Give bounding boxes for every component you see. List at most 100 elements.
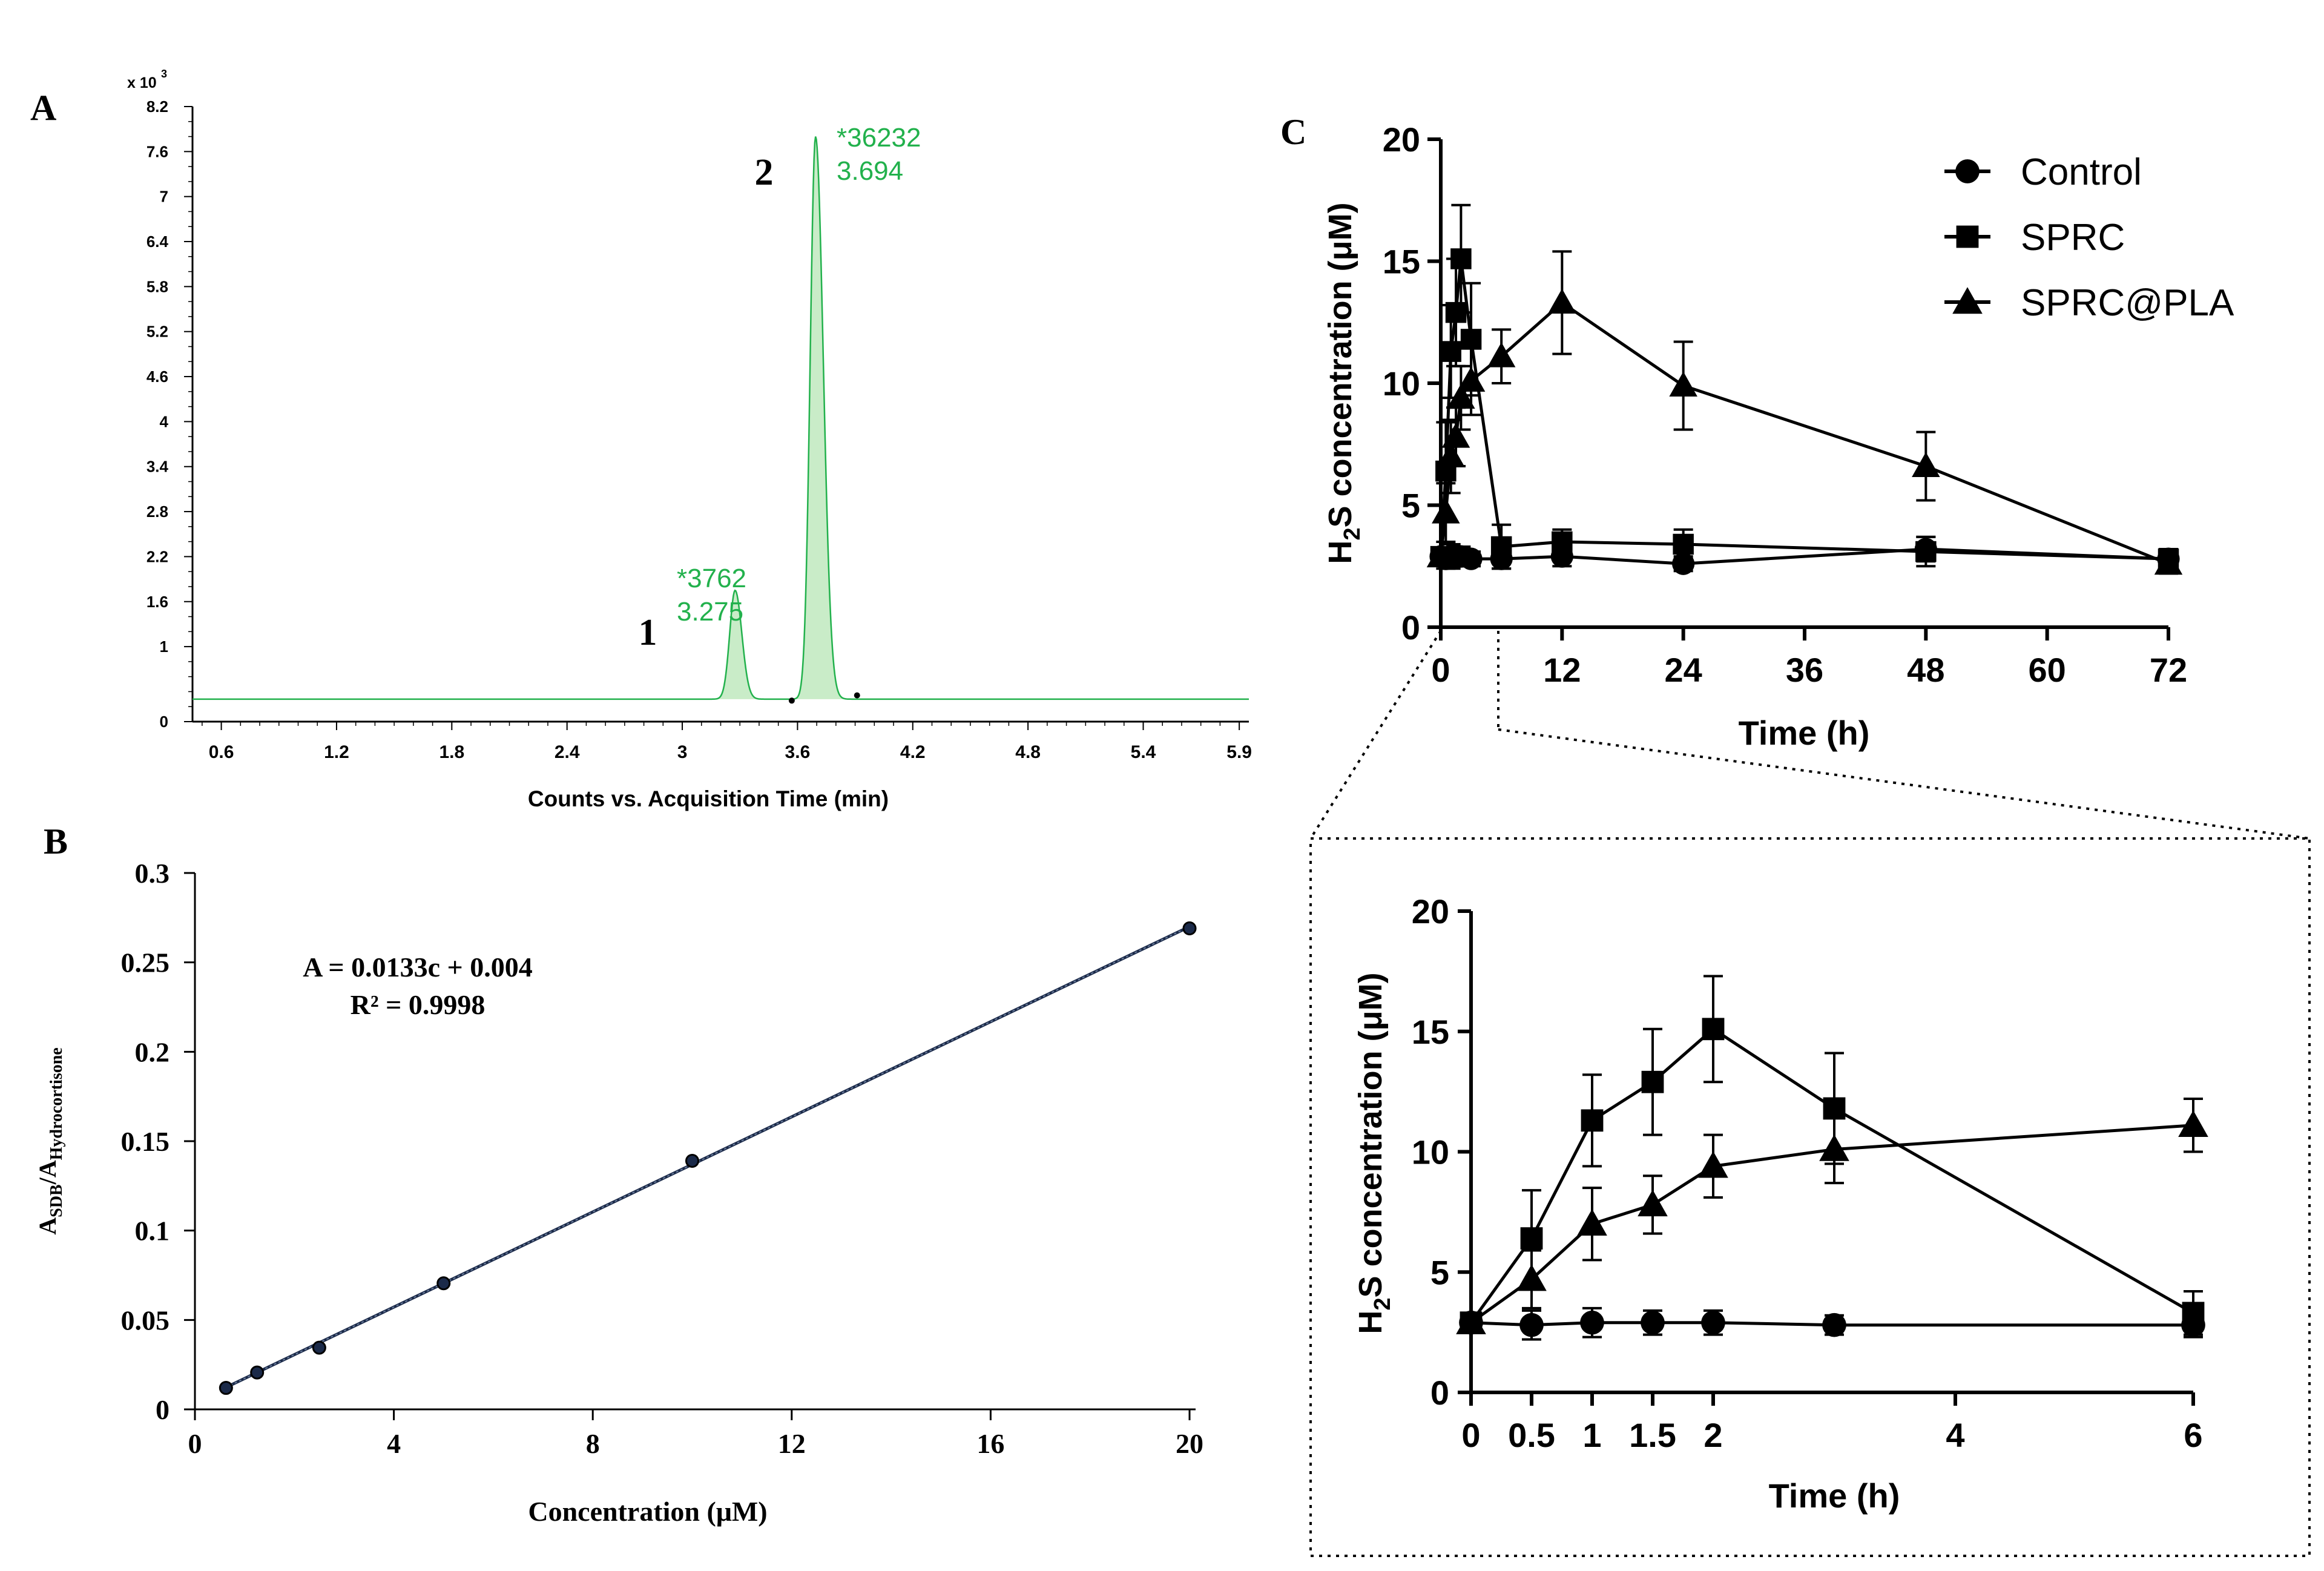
- marker-sprc-pla: [1548, 288, 1576, 314]
- c-x-tick-label: 36: [1786, 651, 1823, 689]
- legend-marker-sprc-pla: [1952, 287, 1983, 314]
- a-y-tick-label: 7.6: [146, 142, 168, 160]
- inset-y-label: H2S concentration (μM): [1352, 972, 1395, 1334]
- a-y-tick-label: 8.2: [146, 97, 168, 116]
- c-x-label: Time (h): [1739, 714, 1870, 752]
- peak-rt-label-2: 3.694: [837, 156, 903, 186]
- marker-sprc-pla: [2178, 1110, 2208, 1137]
- b-x-tick-label: 20: [1176, 1428, 1203, 1459]
- calibration-point: [219, 1381, 233, 1395]
- marker-sprc: [2182, 1302, 2205, 1325]
- a-x-tick-label: 3.6: [785, 742, 811, 762]
- b-y-tick-label: 0: [156, 1394, 170, 1425]
- a-y-tick-label: 4.6: [146, 367, 168, 386]
- chromatogram-trace: [193, 136, 1249, 700]
- calibration-point: [436, 1276, 451, 1291]
- marker-sprc: [1450, 248, 1472, 269]
- inset-y-tick-label: 0: [1430, 1374, 1449, 1412]
- marker-sprc-pla: [1437, 442, 1465, 467]
- c-y-label: H2S concentration (μM): [1322, 202, 1365, 564]
- a-y-tick-label: 5.2: [146, 323, 168, 341]
- peak-area-label-2: *36232: [837, 123, 921, 153]
- c-x-tick-label: 72: [2150, 651, 2187, 689]
- marker-sprc-pla: [1457, 366, 1486, 392]
- c-x-tick-label: 60: [2029, 651, 2066, 689]
- marker-sprc-pla: [1912, 452, 1940, 478]
- series-line-sprc-pla: [1439, 301, 2169, 565]
- b-y-tick-label: 0.1: [135, 1216, 170, 1247]
- legend-label-sprc-pla: SPRC@PLA: [2021, 282, 2234, 324]
- inset-x-tick-label: 6: [2184, 1416, 2202, 1454]
- regression-equation: A = 0.0133c + 0.004: [303, 952, 533, 983]
- b-x-tick-label: 16: [976, 1428, 1004, 1459]
- marker-sprc-pla: [1638, 1190, 1668, 1217]
- inset-y-label-sub: 2: [1370, 1297, 1395, 1310]
- y-multiplier: x 10: [127, 74, 157, 91]
- marker-sprc-pla: [1577, 1208, 1607, 1236]
- c-x-tick-label: 12: [1543, 651, 1581, 689]
- a-y-tick-label: 7: [160, 188, 168, 206]
- b-x-tick-label: 0: [188, 1428, 202, 1459]
- a-y-tick-label: 0: [160, 713, 168, 731]
- calibration-panel: 0 0.05 0.1 0.15 0.2 0.25 0.3 0 4 8 12 16 20 A = 0.0…: [34, 858, 1203, 1527]
- calibration-y-label-main: A: [34, 1217, 61, 1235]
- legend-marker-control: [1955, 159, 1980, 183]
- calibration-x-label: Concentration (μM): [528, 1496, 767, 1527]
- integration-mark: [788, 697, 795, 704]
- calibration-y-label-sub1: SDB: [47, 1184, 66, 1217]
- legend-marker-sprc: [1956, 225, 1979, 248]
- inset-y-tick-label: 5: [1430, 1253, 1449, 1291]
- b-y-tick-label: 0.05: [121, 1305, 170, 1336]
- a-x-tick-label: 4.2: [900, 742, 926, 762]
- peak-area-1: [706, 590, 774, 699]
- calibration-point: [312, 1340, 326, 1355]
- a-y-tick-label: 1.6: [146, 593, 168, 611]
- inset-x-tick-label: 0: [1461, 1416, 1480, 1454]
- calibration-y-label-sub2: Hydrocortisone: [47, 1047, 66, 1160]
- marker-sprc-pla: [1819, 1134, 1849, 1161]
- legend-label-sprc: SPRC: [2021, 217, 2125, 259]
- inset-x-tick-label: 2: [1703, 1416, 1722, 1454]
- inset-y-label-rest: S concentration (μM): [1352, 972, 1389, 1297]
- calibration-point: [250, 1365, 265, 1380]
- inset-frame: [1309, 837, 2311, 1557]
- marker-sprc: [1440, 341, 1461, 362]
- a-x-tick-label: 5.9: [1226, 742, 1252, 762]
- inset-x-tick-label: 4: [1946, 1416, 1964, 1454]
- marker-sprc-pla: [2154, 549, 2183, 575]
- peak-rt-label-1: 3.275: [677, 597, 743, 627]
- a-x-tick-label: 3: [677, 742, 688, 762]
- marker-sprc: [1915, 541, 1937, 562]
- inset-y-tick-label: 10: [1412, 1133, 1449, 1171]
- calibration-point: [685, 1153, 699, 1168]
- inset-x-label: Time (h): [1769, 1477, 1900, 1515]
- c-y-tick-label: 5: [1401, 487, 1420, 525]
- a-y-tick-label: 6.4: [146, 232, 169, 251]
- peak-area-label-1: *3762: [677, 564, 746, 593]
- c-x-tick-label: 0: [1431, 651, 1450, 689]
- c-y-label-rest: S concentration (μM): [1322, 202, 1358, 527]
- fit-line-dotted: [225, 926, 1190, 1388]
- a-x-tick-label: 2.4: [555, 742, 580, 762]
- b-x-tick-label: 4: [387, 1428, 401, 1459]
- marker-control: [1641, 1310, 1665, 1335]
- marker-sprc: [1673, 533, 1694, 555]
- peak-number-2: 2: [755, 152, 774, 193]
- calibration-point: [1182, 921, 1197, 936]
- inset-y-tick-label: 15: [1412, 1013, 1449, 1051]
- marker-sprc-pla: [1487, 342, 1516, 367]
- zoom-connector-left: [1309, 630, 1442, 840]
- panel-label-c: C: [1280, 112, 1306, 152]
- inset-y-tick-label: 20: [1412, 892, 1449, 930]
- c-y-tick-label: 15: [1383, 243, 1420, 281]
- y-multiplier-exponent: 3: [161, 68, 167, 80]
- marker-sprc: [1641, 1070, 1664, 1093]
- c-y-tick-label: 0: [1401, 608, 1420, 647]
- calibration-y-label: ASDB/AHydrocortisone: [34, 1047, 66, 1235]
- a-x-tick-label: 4.8: [1015, 742, 1041, 762]
- marker-control: [1822, 1312, 1846, 1337]
- b-x-tick-label: 12: [778, 1428, 806, 1459]
- marker-sprc: [1445, 301, 1467, 323]
- c-y-label-sub: 2: [1340, 527, 1365, 540]
